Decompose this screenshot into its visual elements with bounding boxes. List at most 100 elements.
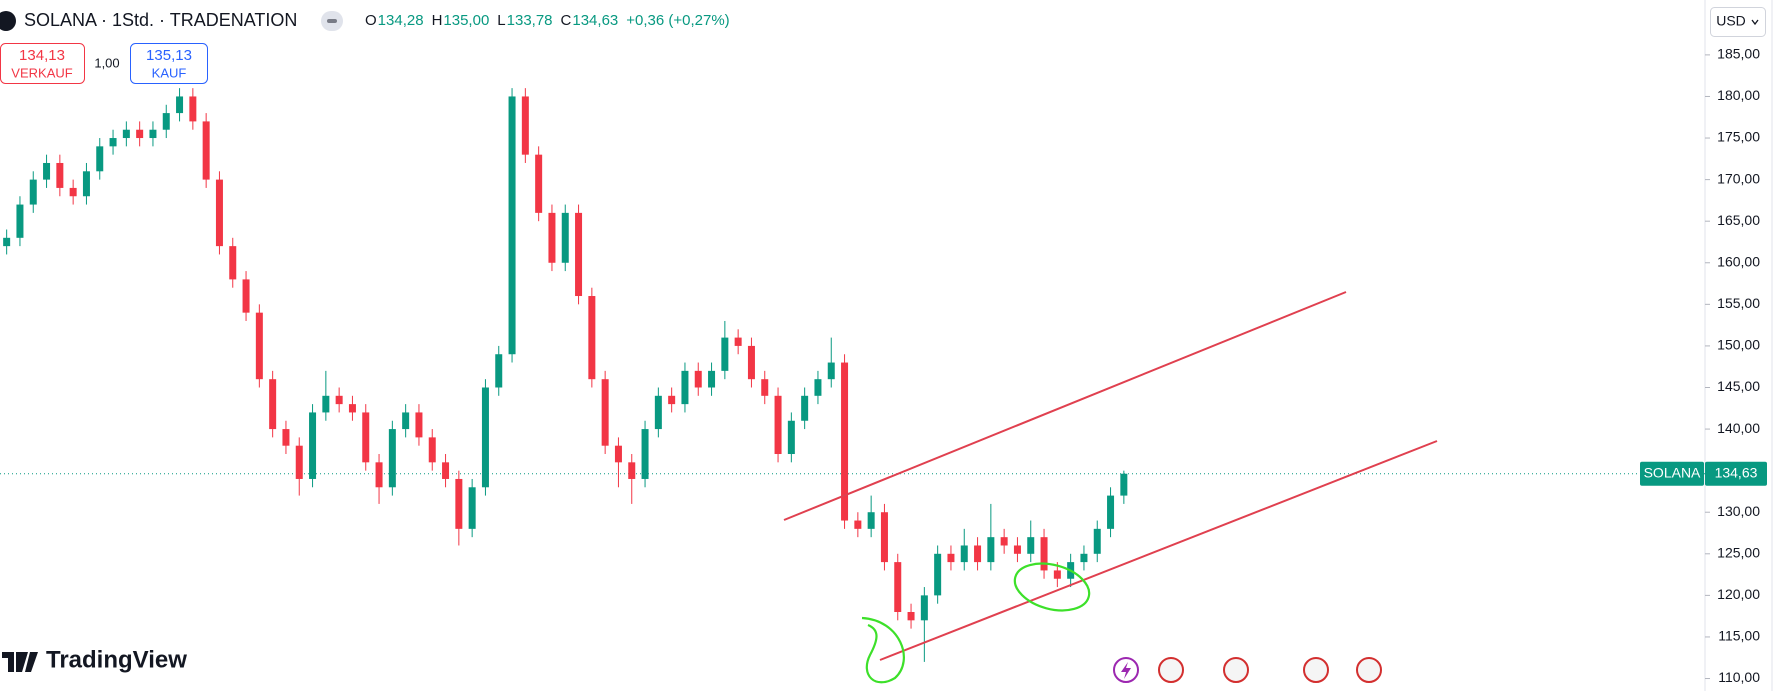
ohlc-key: L (497, 12, 505, 29)
trend-line[interactable] (783, 291, 1347, 521)
y-tick-label: 130,00 (1717, 503, 1760, 519)
candle-body (96, 146, 104, 172)
candle-body (880, 512, 888, 563)
y-tick-label: 160,00 (1717, 253, 1760, 269)
candle-body (242, 279, 250, 313)
y-tick-label: 140,00 (1717, 420, 1760, 436)
y-tick-label: 185,00 (1717, 46, 1760, 62)
candle-body (335, 395, 343, 405)
event-icon[interactable] (1223, 657, 1249, 683)
candle-body (56, 162, 64, 188)
y-tick-label: 165,00 (1717, 212, 1760, 228)
ohlc-key: C (561, 12, 572, 29)
candle-body (202, 121, 210, 180)
highlight-circle[interactable] (861, 616, 905, 684)
candle-body (734, 337, 742, 346)
ohlc-legend: O 134,28 H 135,00 L 133,78 C 134,63 +0,36 (+0,27… (365, 12, 730, 29)
candle-body (1120, 473, 1128, 496)
candle-body (721, 337, 729, 371)
candle-body (109, 138, 117, 147)
candle-body (1013, 545, 1021, 554)
last-price-label: 134,63 (1715, 464, 1758, 480)
collapse-icon (327, 19, 337, 23)
y-tick-label: 150,00 (1717, 337, 1760, 353)
event-icon-bolt (1121, 662, 1131, 679)
plot-area (0, 88, 1705, 662)
candle-body (309, 412, 317, 479)
candle-body (122, 129, 130, 139)
candle-body (136, 129, 144, 139)
quantity: 1,00 (94, 55, 119, 70)
candle-body (960, 545, 968, 563)
candle-body (1000, 537, 1008, 546)
candle-body (521, 96, 529, 155)
candle-body (974, 545, 982, 563)
ohlc-value: 135,00 (443, 12, 489, 29)
ohlc-value: 133,78 (507, 12, 553, 29)
event-icon[interactable] (1158, 657, 1184, 683)
candle-body (176, 96, 184, 114)
candle-body (907, 612, 915, 621)
candle-body (375, 462, 383, 488)
candle-body (282, 429, 290, 446)
candle-body (588, 296, 596, 380)
candle-body (814, 379, 822, 396)
candle-body (708, 370, 716, 388)
candle-body (747, 345, 755, 380)
currency: USD (1716, 13, 1746, 29)
candle-body (348, 404, 356, 413)
y-tick-label: 180,00 (1717, 87, 1760, 103)
candle-body (561, 212, 569, 263)
brand-logo (2, 652, 38, 672)
candle-body (827, 362, 835, 380)
buy-button[interactable] (130, 43, 208, 84)
y-tick-label: 170,00 (1717, 170, 1760, 186)
candle-body (947, 553, 955, 563)
currency-caret (1751, 19, 1759, 26)
sell-label: VERKAUF (11, 65, 72, 80)
candle-body (681, 370, 689, 405)
brand-name: TradingView (46, 646, 187, 673)
candle-body (149, 129, 157, 139)
candle-body (841, 362, 849, 521)
ohlc-value: 134,63 (572, 12, 618, 29)
sell-button[interactable] (0, 43, 85, 84)
candle-body (934, 553, 942, 596)
candle-body (402, 412, 410, 430)
candle-body (362, 412, 370, 463)
event-icon[interactable] (1356, 657, 1382, 683)
candle-body (1107, 495, 1115, 529)
event-icon[interactable] (1303, 657, 1329, 683)
candle-body (415, 412, 423, 438)
highlight-circle[interactable] (1010, 556, 1095, 618)
candle-body (774, 395, 782, 455)
y-tick-label: 175,00 (1717, 129, 1760, 145)
ohlc-value: 134,28 (378, 12, 424, 29)
candle-body (189, 96, 197, 122)
candle-body (1093, 528, 1101, 554)
y-tick-label: 145,00 (1717, 378, 1760, 394)
candle-body (601, 379, 609, 446)
candle-body (694, 370, 702, 388)
candle-body (428, 437, 436, 463)
symbol-logo (0, 11, 16, 31)
candle-body (1053, 570, 1061, 579)
candle-body (322, 395, 330, 413)
candle-body (269, 379, 277, 430)
candle-body (548, 212, 556, 263)
candle-body (215, 179, 223, 247)
trend-line[interactable] (879, 440, 1438, 661)
candle-body (162, 113, 170, 130)
ohlc-key: H (432, 12, 443, 29)
candle-body (69, 187, 77, 197)
candle-body (761, 379, 769, 396)
candle-body (295, 445, 303, 479)
y-tick-label: 110,00 (1718, 669, 1760, 685)
candle-body (920, 595, 928, 621)
last-price-box (1705, 461, 1767, 486)
candle-body (654, 395, 662, 430)
currency-button[interactable] (1710, 7, 1766, 37)
candle-body (1040, 537, 1048, 571)
last-price-name-box (1640, 461, 1704, 486)
